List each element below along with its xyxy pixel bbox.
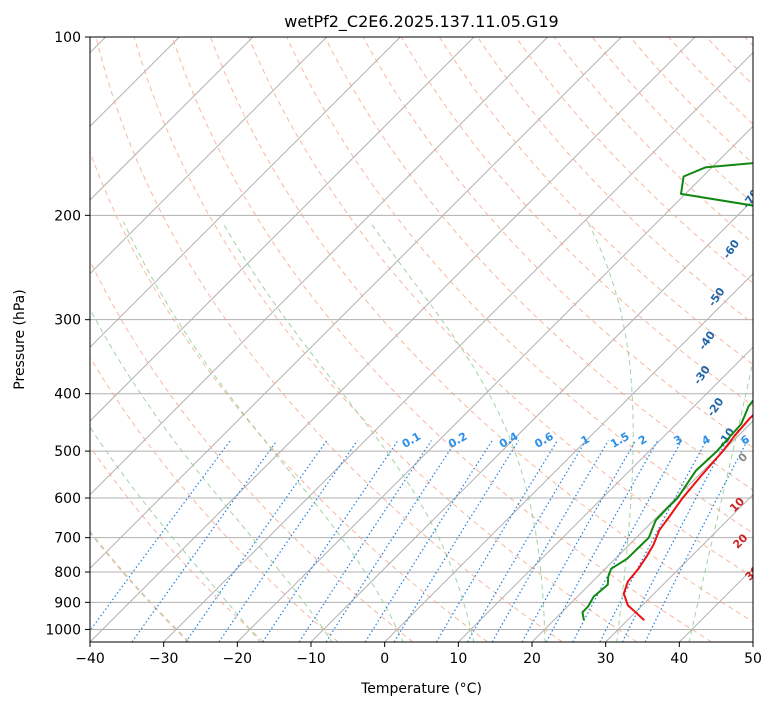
dry-adiabat-line <box>90 259 414 642</box>
y-tick-label: 700 <box>54 531 81 547</box>
dry-adiabat-line <box>210 37 753 623</box>
mixing-ratio-line <box>393 440 520 642</box>
y-tick-label: 1000 <box>45 622 81 638</box>
isotherm-line <box>605 493 753 642</box>
y-tick-label: 800 <box>54 565 81 581</box>
x-tick-label: −30 <box>149 651 179 667</box>
plot-frame <box>89 36 754 643</box>
y-tick-label: 900 <box>54 595 81 611</box>
dry-adiabats <box>90 37 753 642</box>
sounding-series <box>581 162 753 622</box>
y-axis-label: Pressure (hPa) <box>12 289 28 389</box>
dewpoint-profile-line <box>581 162 753 621</box>
isotherm-line <box>457 346 753 642</box>
y-tick-label: 600 <box>54 491 81 507</box>
isotherm-line <box>90 37 401 349</box>
gridlines <box>90 37 753 642</box>
mixing-ratio-line <box>325 440 457 642</box>
isotherm-line <box>90 37 622 570</box>
x-tick-label: 30 <box>597 651 615 667</box>
axes: −40 −30 −20 −10 0 10 20 30 40 50 100 200 300 400 500 60… <box>45 30 762 667</box>
dry-adiabat-line <box>90 150 488 642</box>
chart-title: wetPf2_C2E6.2025.137.11.05.G19 <box>284 12 558 32</box>
dry-adiabat-line <box>90 530 190 642</box>
y-tick-label: 200 <box>54 208 81 224</box>
isotherm-line <box>90 37 549 496</box>
x-tick-label: 20 <box>523 651 541 667</box>
dry-adiabat-line <box>515 37 753 284</box>
moist-adiabat-line <box>122 221 404 642</box>
moist-adiabats <box>90 221 753 642</box>
mixing-ratio-line <box>521 440 637 642</box>
mixing-ratio-line <box>466 440 587 642</box>
dry-adiabat-line <box>286 37 753 534</box>
x-tick-label: −10 <box>296 651 326 667</box>
mixing-ratio-line <box>435 440 558 642</box>
isotherm-line <box>90 37 328 275</box>
mixing-ratio-lines <box>90 440 748 642</box>
isotherm-line <box>90 37 696 642</box>
x-tick-label: 50 <box>744 651 762 667</box>
dry-adiabat-line <box>133 37 638 642</box>
dry-adiabat-line <box>95 37 563 642</box>
moist-adiabat-line <box>369 221 546 642</box>
dry-adiabat-line <box>90 445 264 642</box>
moist-adiabat-line <box>221 221 475 642</box>
moist-adiabat-line <box>90 308 333 642</box>
mixing-ratio-line <box>491 440 609 642</box>
y-tick-label: 400 <box>54 387 81 403</box>
dry-adiabat-line <box>400 37 753 407</box>
x-tick-label: 0 <box>380 651 389 667</box>
x-tick-label: −40 <box>75 651 105 667</box>
mixing-ratio-line <box>185 440 328 642</box>
isotherm-line <box>384 272 753 642</box>
mixing-ratio-line <box>298 440 432 642</box>
mixing-ratio-line <box>262 440 399 642</box>
isotherm-line <box>90 37 254 201</box>
mixing-ratio-line <box>644 440 748 642</box>
x-axis-label: Temperature (°C) <box>360 681 482 697</box>
x-tick-label: 40 <box>670 651 688 667</box>
mixing-ratio-line <box>364 440 493 642</box>
dry-adiabat-line <box>248 37 753 578</box>
moist-adiabat-line <box>587 221 634 642</box>
isotherm-line <box>163 51 753 642</box>
moist-adiabat-line <box>688 358 753 642</box>
y-tick-label: 300 <box>54 313 81 329</box>
mixing-ratio-line <box>572 440 683 642</box>
isotherm-line <box>236 125 753 642</box>
x-tick-label: 10 <box>449 651 467 667</box>
moist-adiabat-line <box>90 426 261 642</box>
dry-adiabat-line <box>171 37 712 642</box>
mixing-ratio-line <box>90 440 231 632</box>
isotherm-line <box>90 37 475 422</box>
dry-adiabat-line <box>438 37 753 366</box>
y-tick-label: 100 <box>54 30 81 46</box>
y-tick-label: 500 <box>54 444 81 460</box>
moist-adiabat-label: 30 <box>743 563 763 583</box>
isotherm-line <box>531 420 753 642</box>
x-tick-label: −20 <box>223 651 253 667</box>
mixing-ratio-line <box>545 440 659 642</box>
mixing-ratio-line <box>131 440 278 642</box>
temperature-profile-line <box>622 413 753 622</box>
dry-adiabat-line <box>90 356 339 642</box>
